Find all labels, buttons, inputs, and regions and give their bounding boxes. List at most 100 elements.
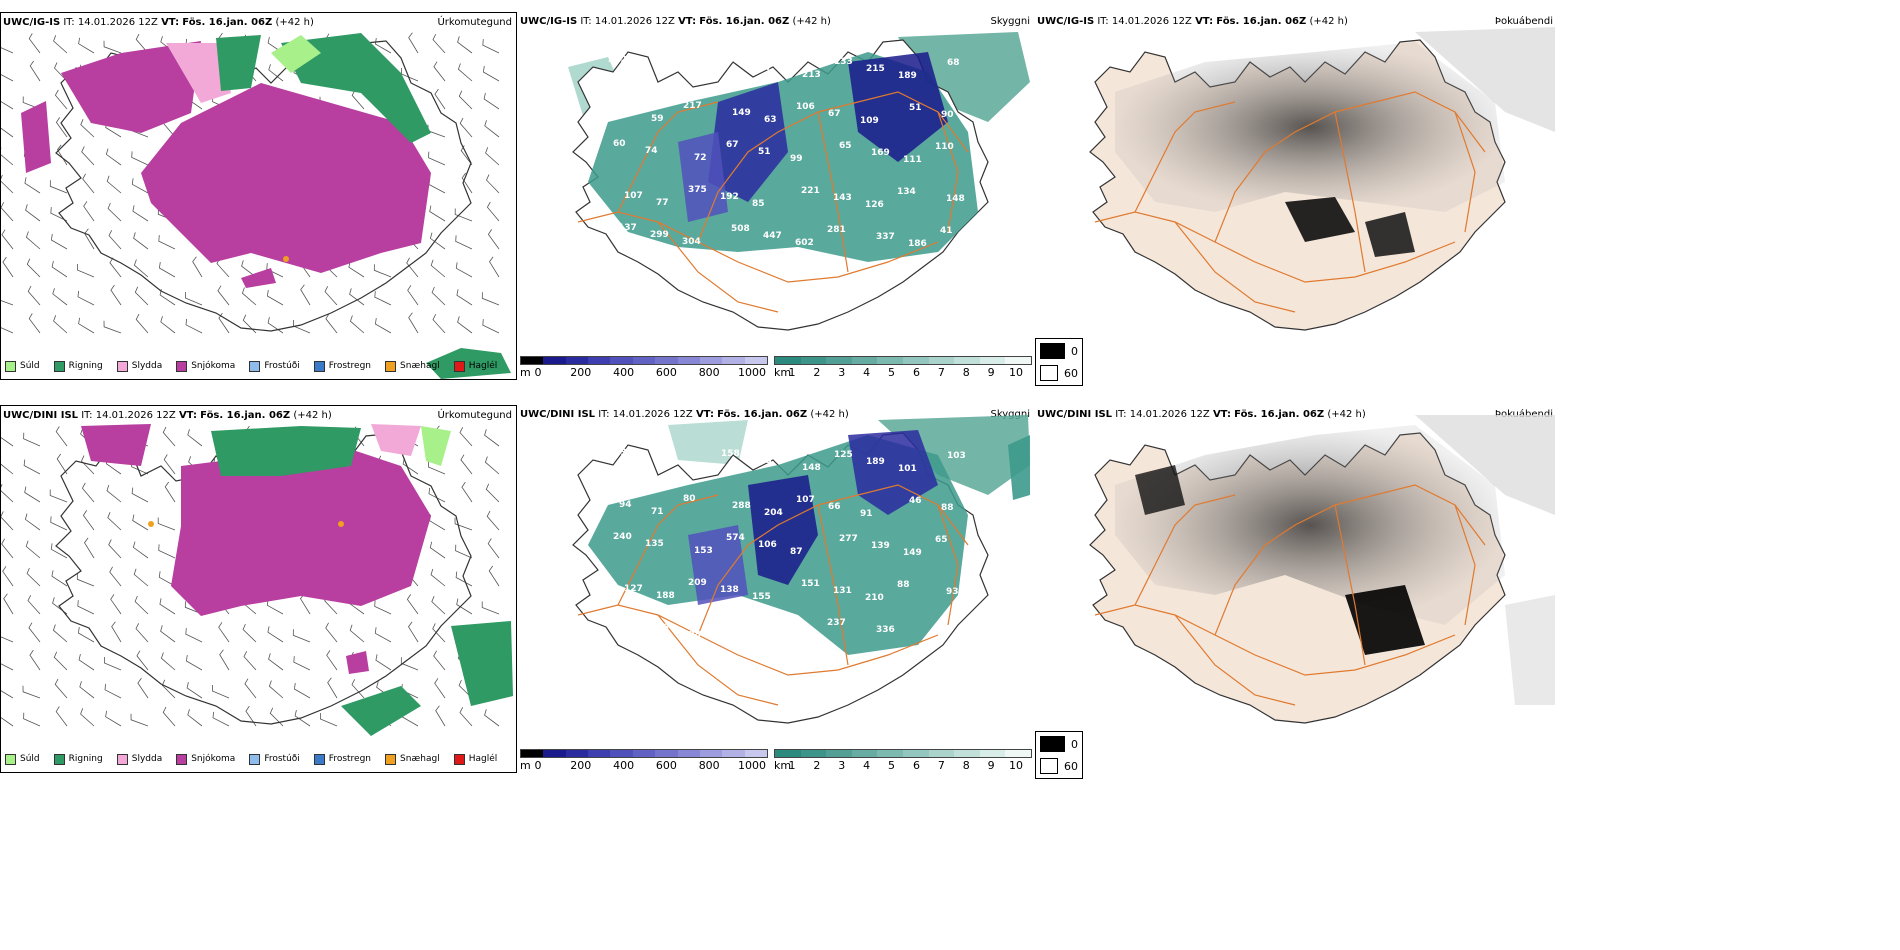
- cloud-base-value: 87: [790, 547, 803, 557]
- cloud-base-value: 169: [871, 148, 890, 158]
- wind-barb: [427, 460, 446, 475]
- cloud-base-value: 46: [909, 496, 922, 506]
- legend-swatch-hail: [453, 360, 465, 372]
- panel-title: UWC/DINI ISL IT: 14.01.2026 12Z VT: Fös.…: [520, 409, 849, 420]
- wind-barb: [107, 512, 122, 531]
- wind-barb: [461, 172, 473, 194]
- road-line: [817, 111, 849, 273]
- precip-map: [1, 424, 513, 736]
- legend-item-1: Rigning: [53, 753, 103, 765]
- wind-barb: [163, 454, 176, 475]
- legend-swatch-snow-pellets: [385, 753, 397, 765]
- cloud-base-value: 192: [720, 192, 739, 202]
- colorbar-segment: [521, 357, 544, 364]
- road-line: [577, 211, 939, 283]
- wind-barb: [185, 318, 203, 334]
- cloud-base-value: 138: [720, 585, 739, 595]
- wind-barb: [430, 568, 446, 587]
- wind-barb: [81, 146, 95, 166]
- wind-barb: [293, 656, 311, 671]
- wind-barb: [26, 567, 41, 587]
- colorbar-segment: [775, 357, 801, 364]
- wind-barb: [482, 39, 500, 54]
- wind-barb: [457, 316, 473, 334]
- dense-fog-area: [1345, 585, 1425, 655]
- wind-barb: [457, 36, 473, 54]
- wind-barb: [293, 683, 311, 699]
- cloud-base-value: 299: [650, 230, 669, 240]
- wind-barb: [192, 256, 203, 278]
- legend-swatch-freezing-rain: [313, 753, 325, 765]
- wind-barb: [1, 174, 14, 194]
- cloud-base-value: 122: [731, 617, 750, 627]
- visibility-bar: [774, 749, 1032, 758]
- wind-barb: [78, 317, 95, 334]
- wind-barb: [137, 677, 149, 699]
- cloud-base-value: 127: [624, 584, 643, 594]
- wind-barb: [429, 232, 446, 250]
- sea-fog-area: [1415, 415, 1555, 515]
- wind-barb: [29, 60, 41, 82]
- wind-barb: [266, 599, 284, 615]
- wind-barb: [432, 34, 446, 54]
- cloud-base-value: 107: [796, 495, 815, 505]
- wind-barb: [427, 124, 446, 138]
- colorbar-segment: [826, 357, 852, 364]
- colorbar-tick: 3: [838, 366, 846, 379]
- wind-barb: [1, 484, 14, 503]
- panel-type-label: Úrkomutegund: [437, 17, 512, 28]
- wind-barb: [56, 453, 68, 475]
- low-cloud-area: [748, 475, 818, 585]
- legend-item-2: Slydda: [116, 360, 162, 372]
- wind-barb: [351, 89, 365, 110]
- panel-type-label: Þokuábendi: [1494, 16, 1553, 27]
- wind-barb: [134, 286, 149, 306]
- legend-swatch-sleet: [116, 753, 128, 765]
- wind-barb: [458, 90, 473, 110]
- wind-barb: [374, 291, 392, 306]
- precip-map: [1, 32, 511, 379]
- cloud-base-value: 240: [613, 532, 632, 542]
- colorbar-segment: [954, 750, 980, 757]
- fog-swatch-black: [1040, 736, 1065, 752]
- fog-legend-row-0: 0: [1040, 341, 1078, 361]
- wind-barb: [80, 708, 95, 727]
- wind-barb: [374, 600, 392, 615]
- wind-barb: [53, 315, 68, 334]
- colorbar-tick: 5: [888, 366, 896, 379]
- wind-barb: [484, 429, 500, 447]
- road-line: [617, 494, 719, 606]
- wind-barb: [300, 284, 311, 306]
- wind-barb: [351, 679, 365, 699]
- wind-barb: [455, 235, 473, 250]
- wind-barb: [24, 513, 41, 531]
- wind-barb: [1, 663, 14, 671]
- wind-barb: [76, 263, 95, 278]
- cloud-panel-1: UWC/IG-IS IT: 14.01.2026 12Z VT: Fös. 16…: [518, 12, 1034, 380]
- wind-barb: [134, 595, 149, 615]
- wind-barb: [132, 541, 149, 559]
- legend-swatch-drizzle: [5, 360, 16, 372]
- wind-barb: [157, 517, 176, 531]
- road-line: [1134, 101, 1236, 213]
- cloud-base-value: 134: [897, 187, 916, 197]
- precip-areas: [21, 33, 511, 379]
- legend-swatch-snow: [176, 360, 188, 372]
- cloud-base-value: 337: [876, 232, 895, 242]
- wind-barb: [23, 432, 41, 447]
- colorbar-segment: [744, 357, 767, 364]
- wind-barb: [266, 263, 284, 278]
- cloud-base-value: 106: [796, 102, 815, 112]
- wind-barb: [103, 320, 122, 334]
- road-network: [1094, 91, 1486, 313]
- road-line: [1134, 494, 1236, 606]
- wind-barb: [319, 712, 338, 727]
- cloud-base-value: 135: [645, 539, 664, 549]
- wind-barb: [406, 594, 419, 615]
- colorbar-tick: 9: [987, 366, 995, 379]
- cloud-base-value: 208: [682, 630, 701, 640]
- wind-barb: [1, 690, 14, 699]
- colorbar-segment: [677, 357, 700, 364]
- legend-item-3: Snjókoma: [176, 753, 235, 765]
- cloud-base-values: 163 58 94 158 225 148 125 189 101 103 94 71 80 288 204…: [608, 448, 966, 641]
